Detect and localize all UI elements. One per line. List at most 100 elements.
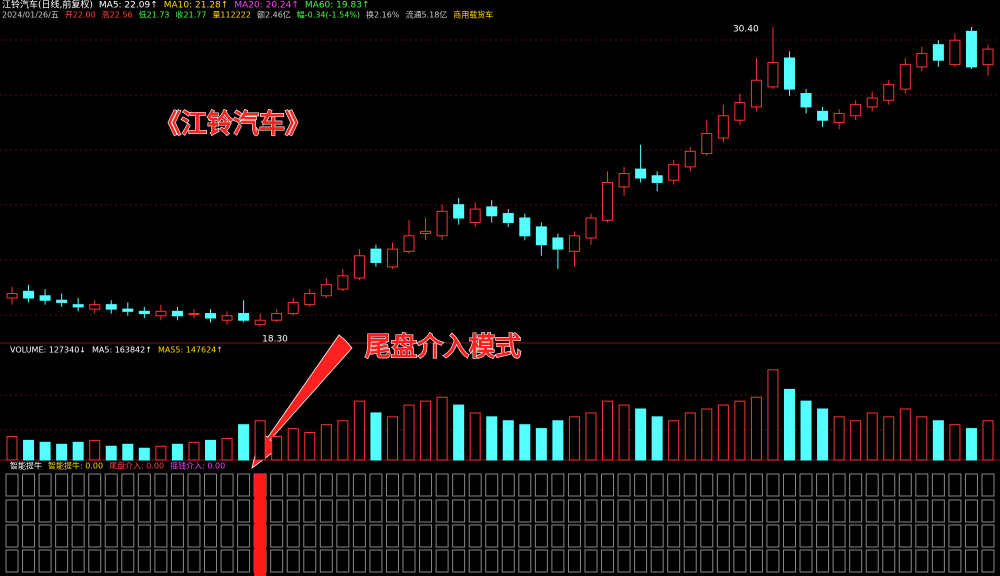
signal-cell [485, 499, 499, 523]
signal-cell [352, 524, 366, 548]
signal-cell [336, 524, 350, 548]
signal-cell [38, 524, 52, 548]
volume-bar [287, 428, 299, 461]
volume-bar [618, 404, 630, 461]
candle-body [717, 115, 729, 139]
header-text: 摇钱介入: 0.00 [170, 461, 225, 471]
arrow [251, 334, 353, 469]
signal-cell [154, 499, 168, 523]
candle-body [899, 64, 911, 90]
signal-cell [766, 473, 780, 497]
signal-cell [518, 499, 532, 523]
signal-cell [286, 549, 300, 573]
signal-cell [220, 549, 234, 573]
signal-cell [71, 549, 85, 573]
signal-cell [170, 549, 184, 573]
signal-cell [402, 473, 416, 497]
signal-cell [369, 524, 383, 548]
signal-cell [286, 499, 300, 523]
signal-cell [204, 473, 218, 497]
signal-cell [88, 524, 102, 548]
low-label: 18.30 [262, 334, 288, 344]
signal-cell [237, 499, 251, 523]
signal-cell [518, 473, 532, 497]
signal-cell [915, 499, 929, 523]
signal-cell [154, 549, 168, 573]
candle-body [453, 204, 465, 219]
volume-bar [337, 420, 349, 461]
volume-bar [783, 388, 795, 461]
signal-cell [286, 524, 300, 548]
volume-bar [949, 424, 961, 461]
volume-bar [155, 445, 167, 461]
signal-cell [882, 524, 896, 548]
signal-cell [319, 549, 333, 573]
signal-cell [170, 473, 184, 497]
signal-cell [5, 524, 19, 548]
candle-body [23, 290, 35, 299]
candle-body [866, 97, 878, 108]
header-text: 智能提牛: 0.00 [48, 461, 103, 471]
signal-cell [931, 524, 945, 548]
signal-cell [964, 473, 978, 497]
signal-cell [319, 499, 333, 523]
candle-body [122, 308, 134, 312]
signal-cell [749, 524, 763, 548]
signal-cell [931, 549, 945, 573]
signal-cell [369, 473, 383, 497]
signal-cell [667, 524, 681, 548]
signal-cell [319, 473, 333, 497]
signal-cell [104, 473, 118, 497]
signal-cell [55, 473, 69, 497]
signal-cell [617, 524, 631, 548]
signal-cell [799, 549, 813, 573]
volume-bar [72, 441, 84, 461]
signal-cell [650, 473, 664, 497]
candle-body [353, 255, 365, 279]
volume-bar [916, 416, 928, 461]
signal-cell [303, 473, 317, 497]
volume-bar [403, 404, 415, 461]
signal-cell [71, 524, 85, 548]
signal-cell [270, 499, 284, 523]
signal-cell [667, 473, 681, 497]
candle-body [817, 110, 829, 121]
signal-cell [71, 473, 85, 497]
candle-body [651, 175, 663, 183]
signal-cell [964, 499, 978, 523]
signal-cell [716, 524, 730, 548]
candle-body [916, 53, 928, 68]
signal-cell [898, 524, 912, 548]
volume-bar [221, 437, 233, 461]
signal-cell [766, 499, 780, 523]
signal-cell [567, 499, 581, 523]
volume-bar [850, 420, 862, 461]
signal-cell [187, 524, 201, 548]
signal-cell [849, 524, 863, 548]
signal-cell [832, 549, 846, 573]
signal-cell [898, 473, 912, 497]
signal-cell [799, 499, 813, 523]
signal-cell [38, 473, 52, 497]
volume-bar [883, 416, 895, 461]
signal-cell [882, 499, 896, 523]
signal-cell [38, 499, 52, 523]
candle-body [618, 173, 630, 188]
signal-cell [352, 549, 366, 573]
signal-cell [617, 473, 631, 497]
candle-body [750, 79, 762, 108]
header-text: 换2.16% [366, 10, 400, 20]
candle-body [6, 293, 18, 299]
signal-cell [154, 473, 168, 497]
candle-body [568, 235, 580, 252]
volume-bar [635, 408, 647, 461]
signal-cell [402, 499, 416, 523]
signal-cell [534, 524, 548, 548]
signal-cell [981, 524, 995, 548]
signal-cell [551, 499, 565, 523]
candle-body [420, 230, 432, 235]
signal-cell [584, 524, 598, 548]
signal-cell [303, 499, 317, 523]
signal-cell [88, 473, 102, 497]
header-text: 智能提牛 [10, 461, 42, 471]
